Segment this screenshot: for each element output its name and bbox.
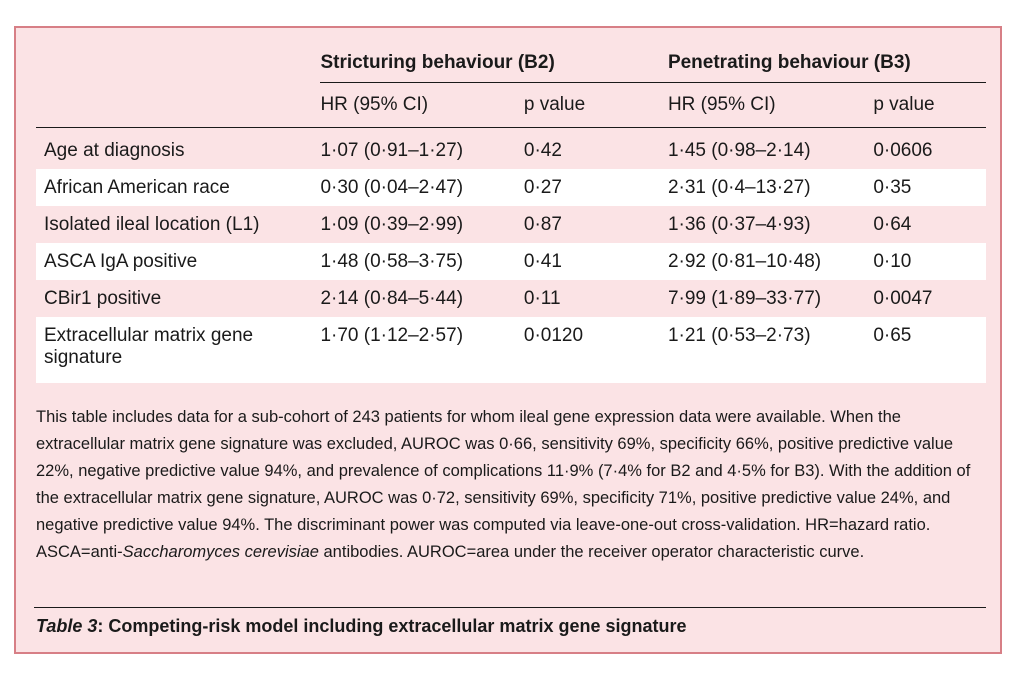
group-header-b2: Stricturing behaviour (B2) [320, 44, 650, 83]
cell-b2-hr: 1·48 (0·58–3·75) [320, 243, 524, 280]
cell-b2-hr: 2·14 (0·84–5·44) [320, 287, 464, 309]
table-row: Age at diagnosis 1·07 (0·91–1·27) 0·42 1… [36, 128, 986, 170]
cell-b2-p: 0·42 [523, 139, 562, 161]
cell-b3-p: 0·65 [873, 317, 986, 383]
table-row: African American race 0·30 (0·04–2·47) 0… [36, 169, 986, 206]
footnote-text-1: This table includes data for a sub-cohor… [36, 408, 971, 561]
cell-b3-hr: 1·45 (0·98–2·14) [667, 139, 811, 161]
cell-b3-hr: 2·92 (0·81–10·48) [649, 243, 874, 280]
row-label: African American race [36, 169, 321, 206]
cell-b2-hr: 1·70 (1·12–2·57) [320, 317, 524, 383]
table-caption: Table 3: Competing-risk model including … [36, 616, 986, 637]
sub-header-b2-p: p value [523, 82, 650, 128]
row-label: Extracellular matrix gene signature [36, 317, 321, 383]
row-label-line2: signature [44, 347, 123, 368]
caption-divider [34, 607, 986, 608]
data-table-container: Stricturing behaviour (B2) Penetrating b… [36, 44, 986, 383]
group-header-row: Stricturing behaviour (B2) Penetrating b… [36, 44, 986, 83]
group-header-b3: Penetrating behaviour (B3) [649, 44, 986, 83]
table-row: CBir1 positive 2·14 (0·84–5·44) 0·11 7·9… [36, 280, 986, 317]
cell-b2-p: 0·11 [523, 287, 561, 309]
cell-b3-hr: 7·99 (1·89–33·77) [667, 287, 822, 309]
caption-title: : Competing-risk model including extrace… [97, 616, 687, 636]
sub-header-b2-hr: HR (95% CI) [320, 82, 524, 128]
row-label: CBir1 positive [44, 287, 162, 309]
table-row: ASCA IgA positive 1·48 (0·58–3·75) 0·41 … [36, 243, 986, 280]
cell-b2-hr: 1·07 (0·91–1·27) [320, 139, 464, 161]
caption-lead: Table 3 [36, 616, 98, 636]
cell-b3-hr: 2·31 (0·4–13·27) [649, 169, 874, 206]
table-row: Isolated ileal location (L1) 1·09 (0·39–… [36, 206, 986, 243]
table-panel: Stricturing behaviour (B2) Penetrating b… [14, 26, 1002, 654]
cell-b3-hr: 1·21 (0·53–2·73) [649, 317, 874, 383]
cell-b3-p: 0·0606 [873, 139, 933, 161]
cell-b3-hr: 1·36 (0·37–4·93) [667, 213, 811, 235]
table-row: Extracellular matrix gene signature 1·70… [36, 317, 986, 383]
row-label-header [36, 44, 320, 83]
sub-header-b3-p: p value [873, 82, 986, 128]
table-footnote: This table includes data for a sub-cohor… [36, 404, 986, 566]
cell-b3-p: 0·35 [873, 169, 986, 206]
row-label: ASCA IgA positive [36, 243, 321, 280]
cell-b2-hr: 1·09 (0·39–2·99) [320, 213, 464, 235]
row-label: Isolated ileal location (L1) [44, 213, 260, 235]
cell-b2-p: 0·41 [523, 243, 650, 280]
sub-header-row: HR (95% CI) p value HR (95% CI) p value [36, 82, 986, 128]
cell-b2-p: 0·0120 [523, 317, 650, 383]
competing-risk-table: Stricturing behaviour (B2) Penetrating b… [36, 44, 986, 383]
cell-b3-p: 0·0047 [873, 287, 933, 309]
cell-b2-p: 0·27 [523, 169, 650, 206]
row-label-line1: Extracellular matrix gene [44, 325, 254, 346]
cell-b3-p: 0·64 [873, 213, 912, 235]
cell-b2-hr: 0·30 (0·04–2·47) [320, 169, 524, 206]
cell-b2-p: 0·87 [523, 213, 562, 235]
footnote-text-2: antibodies. AUROC=area under the receive… [318, 543, 865, 561]
sub-header-empty [36, 82, 321, 128]
row-label: Age at diagnosis [44, 139, 185, 161]
cell-b3-p: 0·10 [873, 243, 986, 280]
sub-header-b3-hr: HR (95% CI) [649, 82, 874, 128]
footnote-species-name: Saccharomyces cerevisiae [122, 543, 319, 561]
